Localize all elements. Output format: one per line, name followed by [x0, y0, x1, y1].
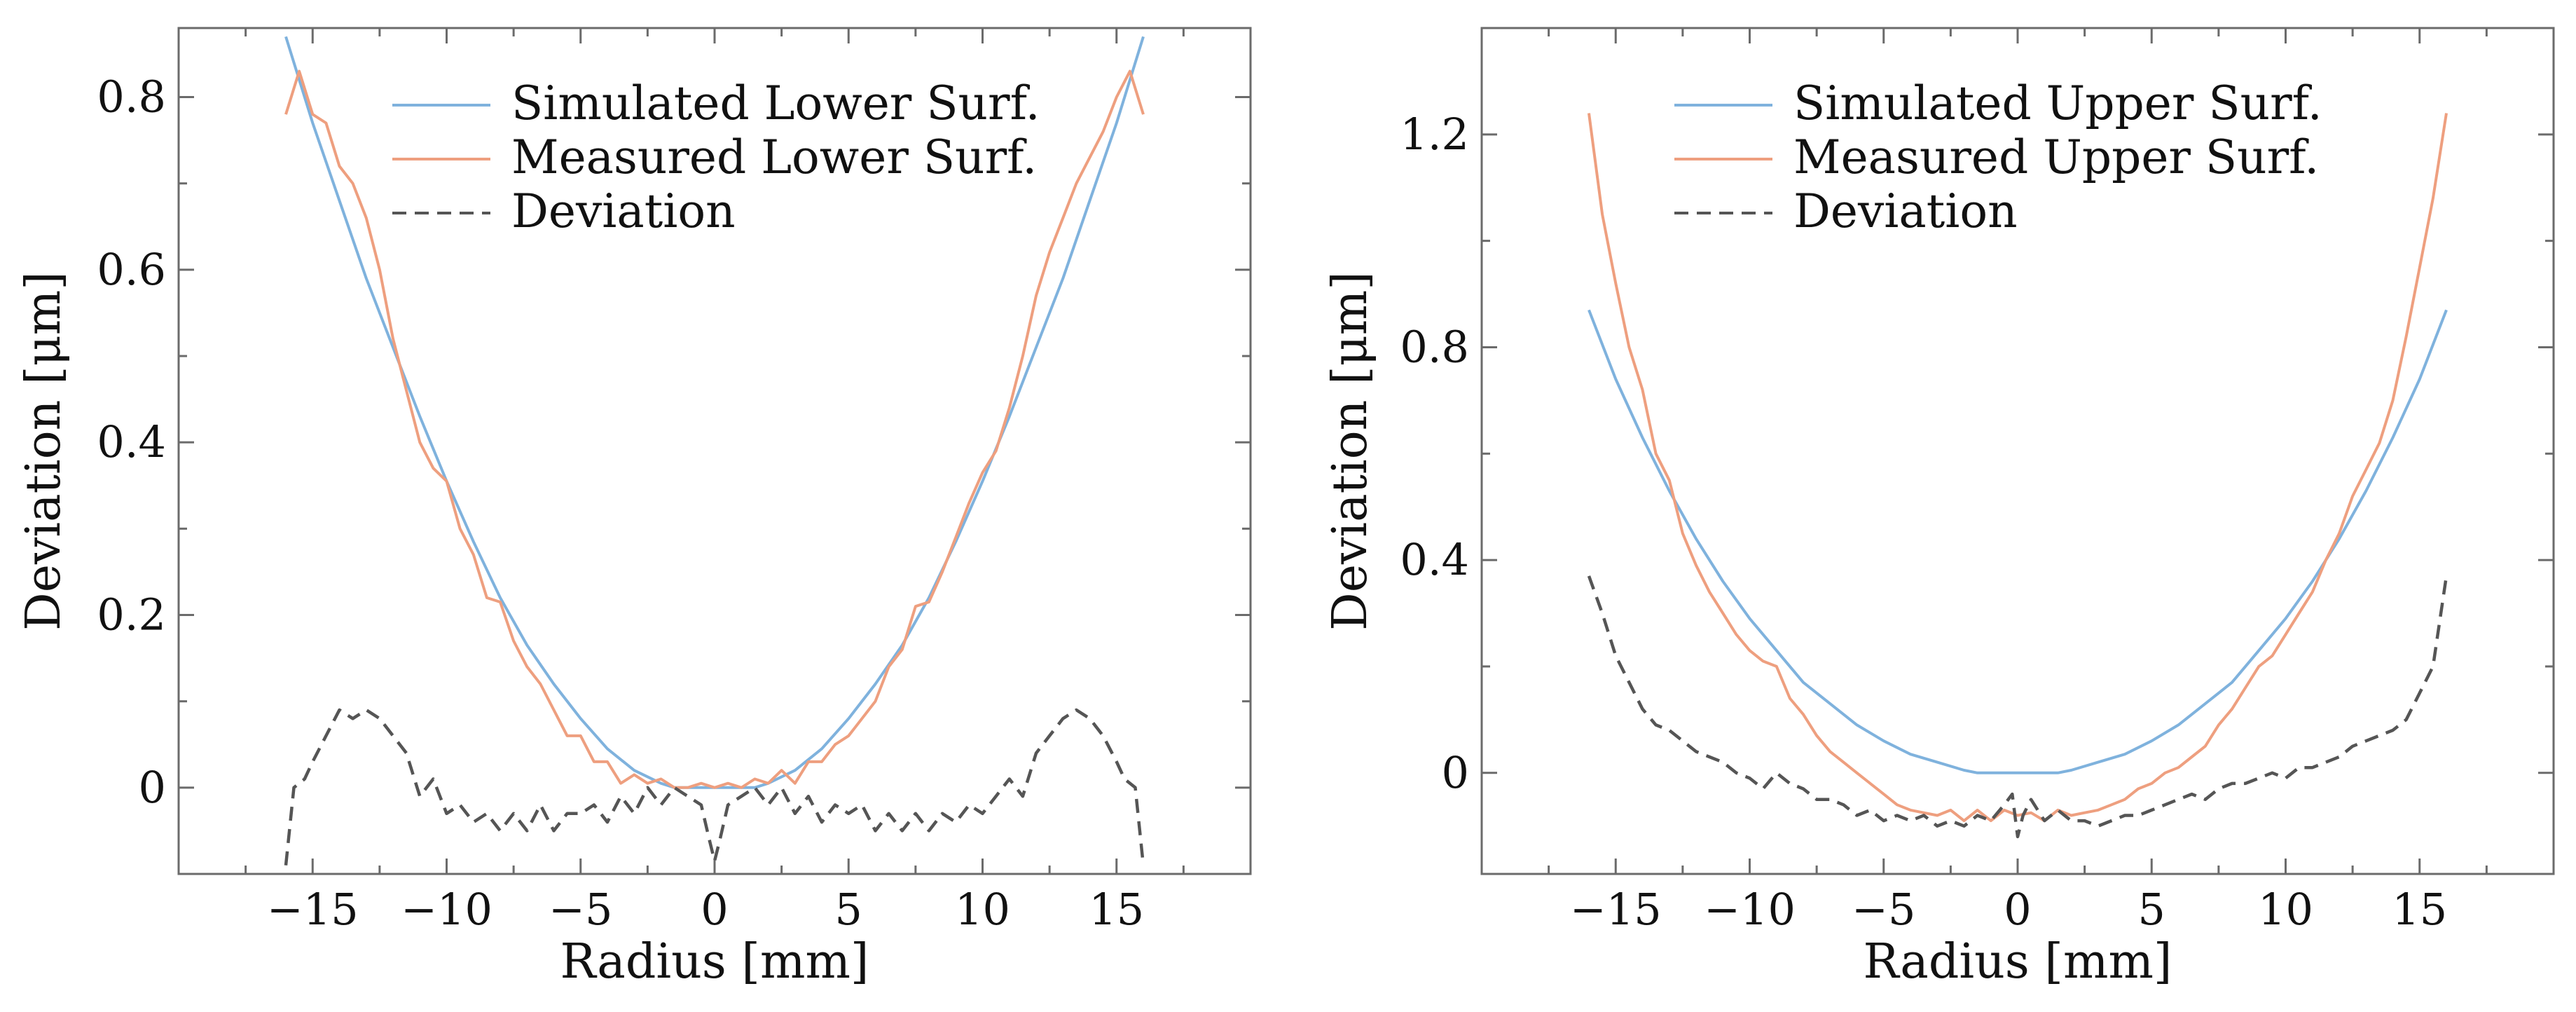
chart-1-x-tick-label: 0	[701, 884, 728, 935]
chart-1-x-tick-label: −5	[549, 884, 612, 935]
chart-2-series-3-line	[1587, 575, 2448, 839]
chart-2-x-tick-label: 15	[2392, 884, 2447, 935]
chart-1-y-tick-label: 0.4	[97, 416, 166, 467]
chart-1-x-tick-label: 10	[955, 884, 1010, 935]
chart-1-y-axis-label: Deviation [μm]	[16, 271, 71, 631]
chart-2-x-tick-label: 0	[2004, 884, 2031, 935]
chart-2-y-tick-label: 0.4	[1400, 534, 1469, 585]
chart-1-legend-label-2: Measured Lower Surf.	[511, 130, 1037, 184]
chart-1-legend-label-3: Deviation	[511, 184, 736, 238]
chart-2-legend-label-3: Deviation	[1793, 184, 2018, 238]
chart-1-series-3-line	[284, 708, 1145, 866]
chart-2-y-tick-label: 0	[1442, 747, 1469, 798]
chart-2-x-tick-label: −5	[1852, 884, 1915, 935]
chart-1-y-tick-label: 0.2	[97, 589, 166, 641]
chart-1-legend-label-1: Simulated Lower Surf.	[511, 76, 1040, 130]
chart-2-series-2-line	[1587, 113, 2448, 823]
chart-1-series-2-line	[284, 69, 1145, 789]
chart-1-x-tick-label: 5	[835, 884, 862, 935]
chart-2-x-tick-label: −10	[1704, 884, 1796, 935]
chart-2-legend-label-2: Measured Upper Surf.	[1793, 130, 2319, 184]
chart-1-y-tick-label: 0.6	[97, 244, 166, 295]
chart-2-y-tick-label: 0.8	[1400, 321, 1469, 372]
chart-2: −15 −10 −5 0 5 10 15 0 0.4 0.8 1.2 Radius [mm] Devia…	[1323, 27, 2555, 990]
chart-2-series-1-line	[1587, 309, 2448, 774]
chart-2-x-tick-label: −15	[1570, 884, 1662, 935]
chart-1-y-tick-label: 0.8	[97, 71, 166, 123]
chart-1-x-axis-label: Radius [mm]	[560, 934, 869, 990]
chart-2-x-axis-label: Radius [mm]	[1864, 934, 2172, 990]
chart-1-x-tick-label: −15	[267, 884, 359, 935]
chart-2-y-tick-label: 1.2	[1400, 109, 1469, 160]
chart-2-x-tick-label: 5	[2138, 884, 2165, 935]
chart-1-x-tick-label: −10	[401, 884, 493, 935]
chart-2-x-tick-label: 10	[2258, 884, 2313, 935]
chart-1-x-tick-label: 15	[1089, 884, 1144, 935]
chart-1: −15 −10 −5 0 5 10 15 0 0.2 0.4 0.6 0.8 Radius [mm] De…	[16, 27, 1252, 990]
chart-1-y-tick-label: 0	[139, 762, 166, 813]
chart-2-y-axis-label: Deviation [μm]	[1323, 271, 1378, 631]
chart-2-legend-label-1: Simulated Upper Surf.	[1793, 76, 2322, 130]
